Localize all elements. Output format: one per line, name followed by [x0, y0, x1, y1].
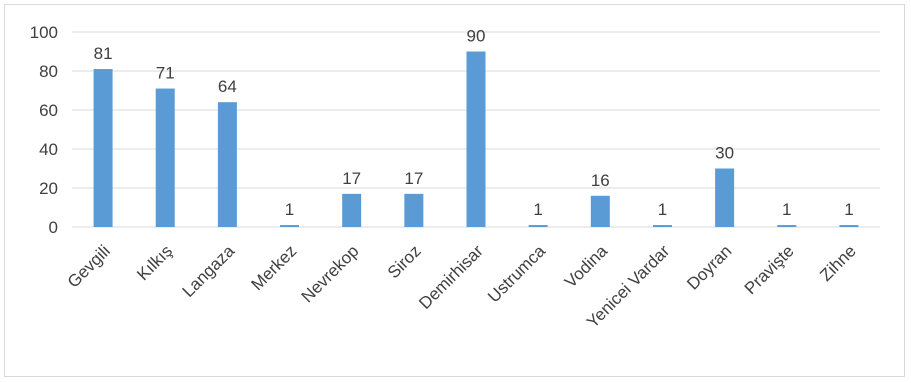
x-tick-label: Siroz: [384, 241, 425, 282]
y-axis-tick-labels: 0 20 40 60 80 100: [30, 23, 58, 237]
y-tick-label: 20: [39, 179, 58, 198]
data-label: 1: [782, 200, 791, 219]
x-tick-label: Kılkış: [133, 241, 176, 284]
x-tick-label: Pravişte: [741, 241, 798, 298]
bar: [777, 225, 797, 227]
data-label: 1: [844, 200, 853, 219]
x-tick-label: Gevgili: [64, 241, 114, 291]
data-label: 64: [218, 77, 237, 96]
data-label: 17: [404, 169, 423, 188]
data-label: 1: [658, 200, 667, 219]
y-tick-label: 0: [49, 218, 58, 237]
bar: [839, 225, 859, 227]
bar: [217, 102, 237, 227]
data-label: 90: [467, 27, 486, 46]
y-tick-label: 100: [30, 23, 58, 42]
bar: [466, 51, 486, 227]
data-label: 71: [156, 64, 175, 83]
y-tick-label: 60: [39, 101, 58, 120]
data-label: 30: [715, 144, 734, 163]
x-tick-label: Doyran: [683, 241, 735, 293]
x-tick-label: Zihne: [816, 241, 860, 285]
x-tick-label: Nevrekop: [298, 241, 363, 306]
data-label: 17: [342, 169, 361, 188]
data-label: 1: [533, 200, 542, 219]
bar: [528, 225, 548, 227]
y-tick-label: 40: [39, 140, 58, 159]
x-tick-label: Vodina: [561, 241, 612, 292]
bar: [715, 168, 735, 227]
bar: [280, 225, 300, 227]
x-tick-label: Ustrumca: [484, 241, 549, 306]
data-label: 81: [94, 44, 113, 63]
bar: [155, 88, 175, 227]
bars: [93, 51, 859, 227]
data-labels: 81 71 64 1 17 17 90 1 16 1 30 1 1: [94, 27, 854, 220]
x-tick-label: Langaza: [179, 241, 239, 301]
bar: [404, 193, 424, 227]
chart-frame: [4, 4, 905, 377]
x-tick-label: Merkez: [248, 241, 301, 294]
bar: [652, 225, 672, 227]
bar: [342, 193, 362, 227]
y-tick-label: 80: [39, 62, 58, 81]
data-label: 1: [285, 200, 294, 219]
data-label: 16: [591, 171, 610, 190]
bar: [93, 69, 113, 227]
x-tick-label: Demirhisar: [415, 241, 487, 313]
bar: [590, 195, 610, 227]
